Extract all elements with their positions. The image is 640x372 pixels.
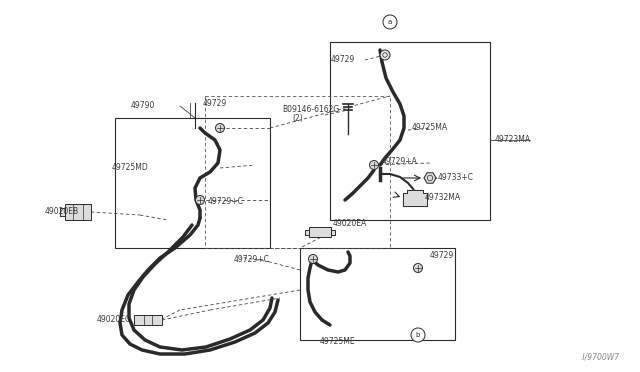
Text: 49725ME: 49725ME: [320, 337, 356, 346]
Circle shape: [411, 328, 425, 342]
Text: 49725MD: 49725MD: [111, 164, 148, 173]
Text: 49725MA: 49725MA: [412, 124, 448, 132]
Text: 49729: 49729: [331, 55, 355, 64]
Circle shape: [413, 263, 422, 273]
Text: 49729+C: 49729+C: [234, 256, 270, 264]
Text: 49729: 49729: [430, 251, 454, 260]
Circle shape: [216, 124, 225, 132]
Bar: [115, 118, 270, 248]
Text: 49020EA: 49020EA: [333, 219, 367, 228]
Bar: [134, 315, 162, 325]
Text: 49729: 49729: [203, 99, 227, 109]
Bar: [331, 230, 335, 235]
Text: 49733+C: 49733+C: [438, 173, 474, 183]
Polygon shape: [403, 190, 427, 206]
Bar: [205, 96, 390, 248]
Bar: [300, 248, 455, 340]
Circle shape: [369, 160, 378, 170]
Text: b: b: [416, 332, 420, 338]
Circle shape: [380, 50, 390, 60]
Bar: [60, 208, 65, 216]
Bar: [65, 204, 91, 220]
Circle shape: [308, 254, 317, 263]
Circle shape: [195, 196, 205, 205]
Text: 49723MA: 49723MA: [495, 135, 531, 144]
Text: a: a: [388, 19, 392, 25]
Text: B09146-6162G: B09146-6162G: [282, 106, 339, 115]
Text: 49729+C: 49729+C: [208, 198, 244, 206]
Text: (2): (2): [292, 115, 303, 124]
Polygon shape: [424, 173, 436, 183]
Text: 49732MA: 49732MA: [425, 193, 461, 202]
Text: 49020EC: 49020EC: [97, 315, 131, 324]
Text: 49020EB: 49020EB: [45, 208, 79, 217]
Text: 49729+A: 49729+A: [382, 157, 418, 167]
Circle shape: [383, 15, 397, 29]
Text: 49790: 49790: [131, 102, 155, 110]
Bar: [309, 227, 331, 237]
Bar: [330, 42, 490, 220]
Bar: [305, 230, 309, 235]
Text: .I/9700W7: .I/9700W7: [581, 353, 620, 362]
